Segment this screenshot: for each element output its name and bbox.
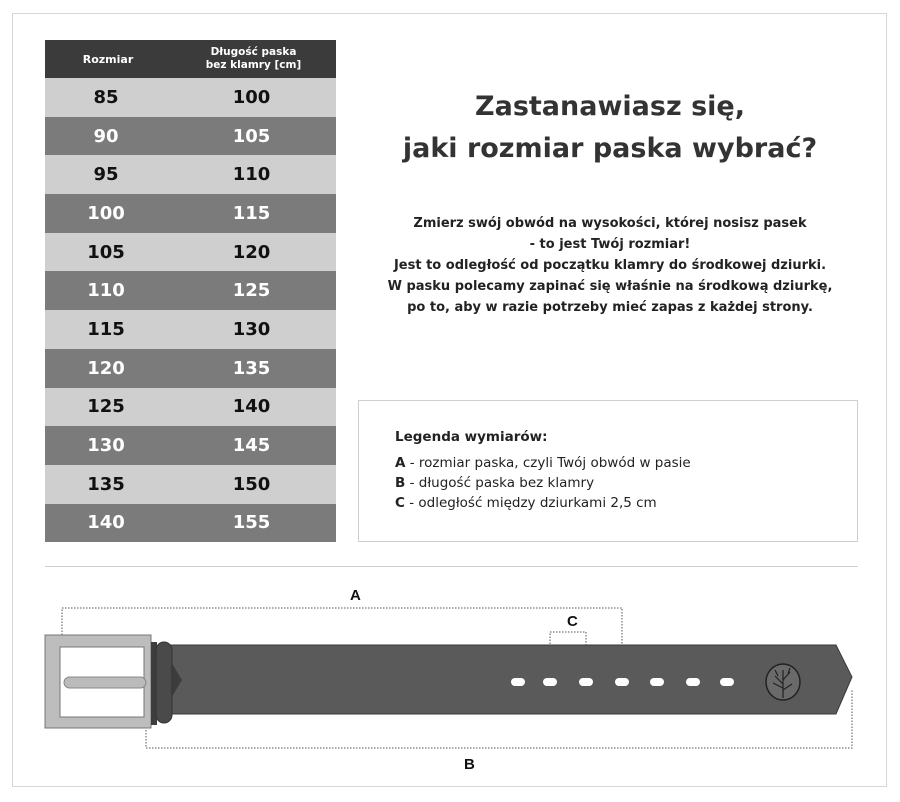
table-header: Rozmiar Długość paska bez klamry [cm] xyxy=(45,40,336,78)
size-cell: 95 xyxy=(93,164,119,186)
size-cell: 140 xyxy=(87,512,125,534)
label-a: A xyxy=(350,587,361,604)
header-length: Długość paska bez klamry [cm] xyxy=(205,46,302,71)
size-table: Rozmiar Długość paska bez klamry [cm] 85… xyxy=(45,40,336,543)
page-title: Zastanawiasz się, jaki rozmiar paska wyb… xyxy=(402,91,818,164)
table-row: 125 140 xyxy=(45,387,336,427)
belt-holes xyxy=(511,678,734,686)
table-row: 105 120 xyxy=(45,232,336,272)
length-cell: 125 xyxy=(232,280,271,302)
length-cell: 155 xyxy=(232,512,271,534)
buckle-bar xyxy=(151,642,157,725)
label-c: C xyxy=(567,613,578,630)
size-cell: 110 xyxy=(87,280,125,302)
belt-hole xyxy=(615,678,629,686)
belt-loop xyxy=(155,641,173,724)
table-row: 135 150 xyxy=(45,464,336,504)
size-cell: 115 xyxy=(87,318,125,340)
legend-title: Legenda wymiarów: xyxy=(395,429,548,445)
belt-hole xyxy=(720,678,734,686)
length-cell: 115 xyxy=(232,202,271,224)
size-cell: 85 xyxy=(93,86,119,108)
length-cell: 100 xyxy=(232,86,271,108)
description: Zmierz swój obwód na wysokości, której n… xyxy=(387,216,833,315)
belt-hole xyxy=(511,678,525,686)
length-cell: 130 xyxy=(232,318,271,340)
length-cell: 135 xyxy=(232,357,271,379)
belt-hole xyxy=(543,678,557,686)
dimension-b xyxy=(145,690,853,749)
table-row: 100 115 xyxy=(45,194,336,233)
size-cell: 130 xyxy=(87,435,125,457)
length-cell: 105 xyxy=(232,125,271,147)
size-cell: 135 xyxy=(87,473,125,495)
header-size: Rozmiar xyxy=(82,52,134,66)
table-row: 85 100 xyxy=(45,78,336,117)
label-b: B xyxy=(464,756,475,773)
dimension-a xyxy=(61,607,623,680)
size-cell: 105 xyxy=(87,241,125,263)
size-cell: 125 xyxy=(87,396,125,418)
belt-hole xyxy=(650,678,664,686)
length-cell: 110 xyxy=(232,164,271,186)
belt-hole xyxy=(579,678,593,686)
tree-emblem-icon xyxy=(765,663,801,701)
table-row: 115 130 xyxy=(45,310,336,349)
table-row: 110 125 xyxy=(45,271,336,311)
belt-tip-notch xyxy=(170,660,182,700)
size-cell: 90 xyxy=(93,125,119,147)
belt-diagram: A C B xyxy=(44,587,853,773)
divider xyxy=(45,566,858,567)
legend-item-a: A - rozmiar paska, czyli Twój obwód w pa… xyxy=(395,455,691,471)
belt-strap xyxy=(169,644,853,715)
legend-item-c: C - odległość między dziurkami 2,5 cm xyxy=(395,495,657,511)
length-cell: 120 xyxy=(232,241,271,263)
table-row: 90 105 xyxy=(45,116,336,156)
length-cell: 140 xyxy=(232,396,271,418)
legend-item-b: B - długość paska bez klamry xyxy=(395,475,595,491)
table-row: 120 135 xyxy=(45,348,336,388)
legend-box: Legenda wymiarów: A - rozmiar paska, czy… xyxy=(358,400,858,542)
belt-hole xyxy=(686,678,700,686)
size-cell: 100 xyxy=(87,202,125,224)
size-cell: 120 xyxy=(87,357,125,379)
length-cell: 150 xyxy=(232,473,271,495)
table-row: 95 110 xyxy=(45,155,336,195)
infographic-frame xyxy=(12,13,887,787)
length-cell: 145 xyxy=(232,435,271,457)
buckle-prong xyxy=(63,676,147,689)
table-row: 140 155 xyxy=(45,503,336,543)
table-row: 130 145 xyxy=(45,426,336,465)
